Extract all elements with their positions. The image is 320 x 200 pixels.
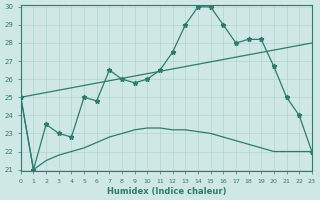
X-axis label: Humidex (Indice chaleur): Humidex (Indice chaleur) — [107, 187, 226, 196]
